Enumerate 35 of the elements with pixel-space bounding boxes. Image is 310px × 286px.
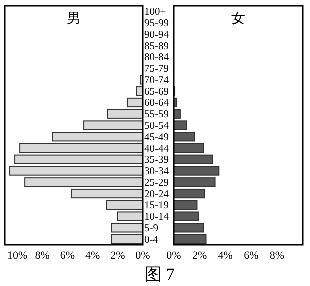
chart-title: 女 [232,11,246,27]
y-tick-label: 10-14 [144,212,170,224]
x-tick-label: 10% [7,250,28,262]
y-tick-label: 30-34 [144,166,170,178]
y-tick-label: 5-9 [144,223,158,234]
y-tick-label: 70-74 [144,75,170,86]
x-tick-label: 6% [244,250,259,262]
y-tick-label: 50-54 [144,121,170,132]
y-tick-label: 40-44 [144,144,170,155]
caption: 图 7 [145,265,176,284]
y-tick-label: 55-59 [144,110,169,121]
y-tick-label: 100+ [144,7,166,18]
y-tick-label: 95-99 [144,18,169,30]
y-tick-label: 45-49 [144,132,169,144]
y-tick-label: 75-79 [144,64,169,76]
y-tick-label: 65-69 [144,86,169,98]
y-tick-label: 0-4 [144,234,160,246]
chart-title: 男 [67,12,81,27]
y-tick-label: 60-64 [144,98,170,110]
x-tick-label: 8% [270,250,285,262]
y-tick-label: 15-19 [144,200,169,212]
y-tick-label: 90-94 [144,30,170,41]
x-tick-label: 2% [192,250,208,262]
x-tick-label: 8% [35,250,50,262]
x-tick-label: 4% [85,250,100,262]
x-tick-label: 0% [166,250,182,262]
y-tick-label: 20-24 [144,189,170,200]
y-tick-label: 85-89 [144,41,169,52]
y-tick-label: 35-39 [144,155,169,166]
y-tick-label: 80-84 [144,52,170,64]
x-tick-label: 6% [60,250,76,262]
y-tick-label: 25-29 [144,178,169,189]
x-tick-label: 2% [110,250,126,262]
x-tick-label: 4% [218,250,233,262]
x-tick-label: 0% [136,250,150,262]
